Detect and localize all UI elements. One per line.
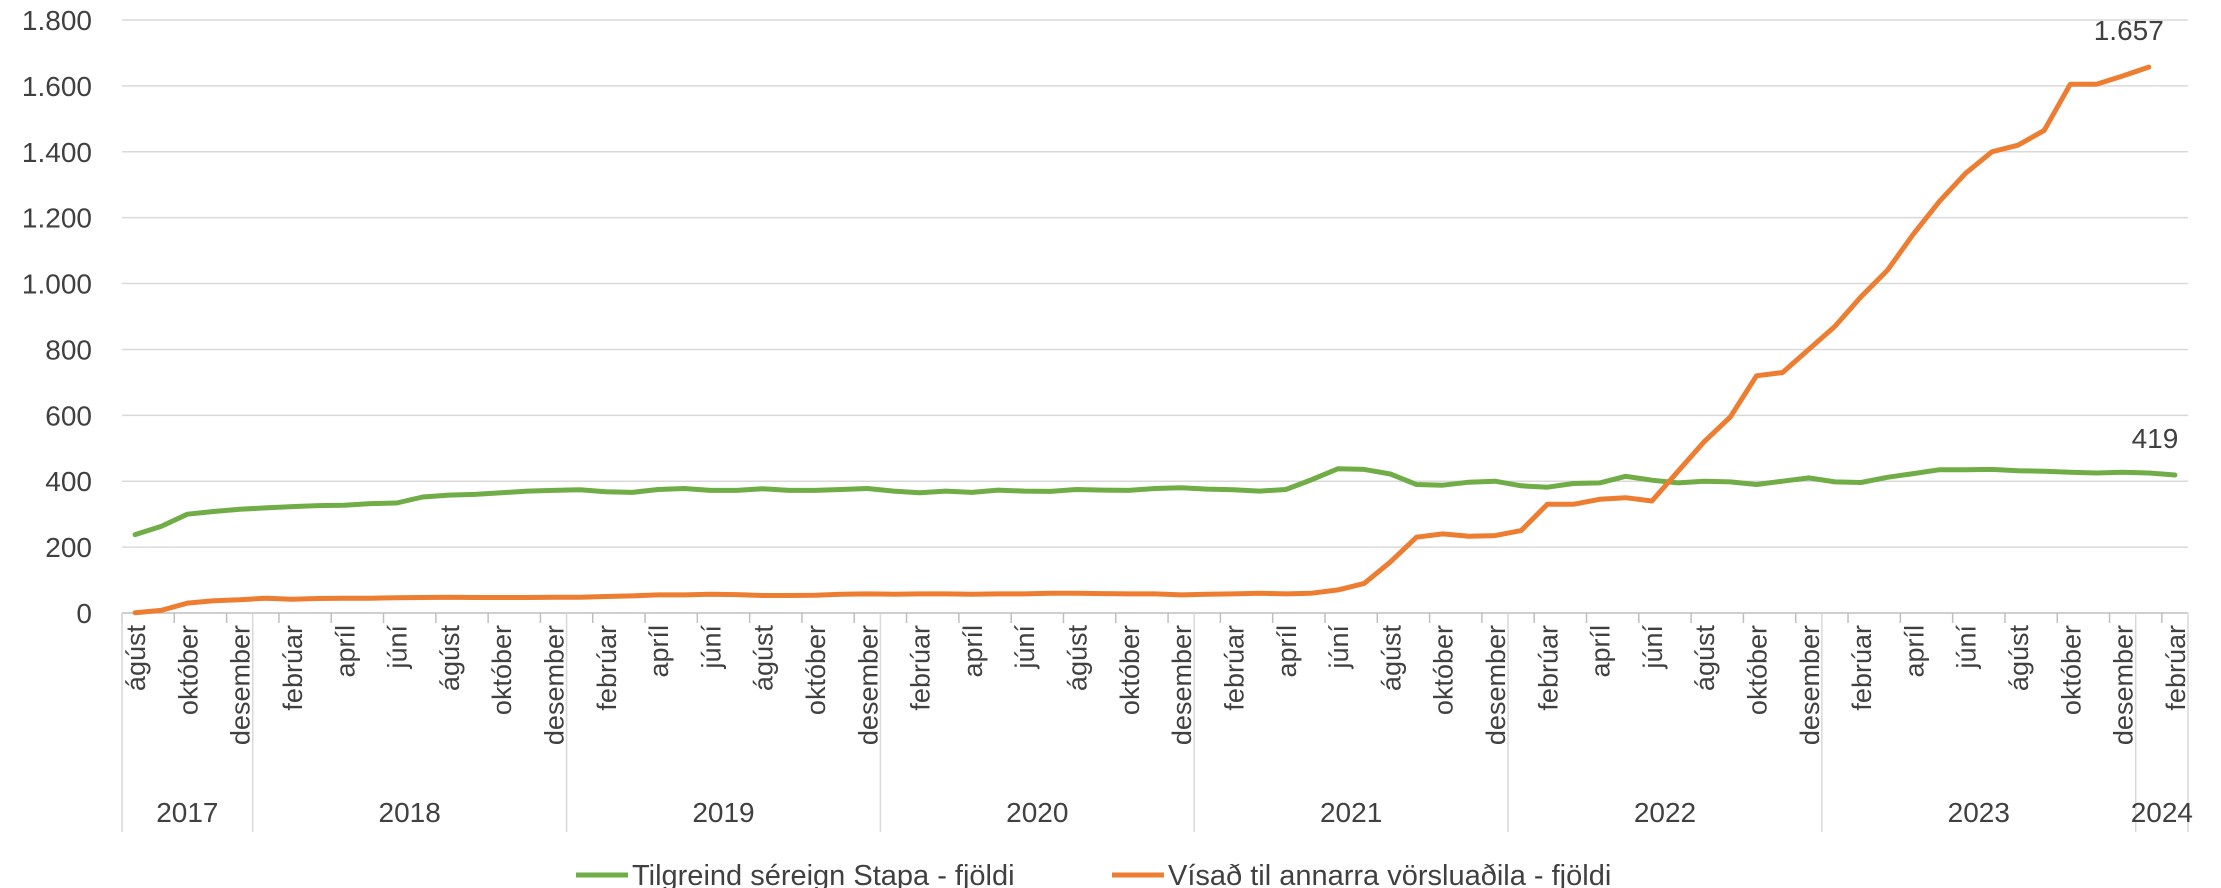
x-tick-label: ágúst xyxy=(1376,625,1406,692)
x-tick-label: desember xyxy=(1795,625,1825,745)
y-tick-label: 1.200 xyxy=(22,203,92,234)
legend-label-green: Tilgreind séreign Stapa - fjöldi xyxy=(632,860,1015,888)
x-tick-label: desember xyxy=(853,625,883,745)
x-tick-label: júní xyxy=(1952,625,1982,670)
x-tick-label: október xyxy=(173,625,203,715)
x-year-label: 2023 xyxy=(1948,797,2010,828)
x-tick-label: febrúar xyxy=(2161,625,2191,711)
y-tick-label: 200 xyxy=(45,532,92,563)
y-tick-label: 1.800 xyxy=(22,5,92,36)
x-tick-label: júní xyxy=(1324,625,1354,670)
x-tick-label: apríl xyxy=(958,625,988,678)
x-year-label: 2020 xyxy=(1006,797,1068,828)
x-tick-label: júní xyxy=(1638,625,1668,670)
x-tick-label: júní xyxy=(696,625,726,670)
y-tick-label: 1.400 xyxy=(22,137,92,168)
y-tick-label: 600 xyxy=(45,400,92,431)
x-tick-label: febrúar xyxy=(1847,625,1877,711)
x-tick-label: febrúar xyxy=(278,625,308,711)
end-value-label: 419 xyxy=(2132,423,2179,454)
x-tick-label: febrúar xyxy=(906,625,936,711)
x-tick-label: október xyxy=(487,625,517,715)
x-tick-label: október xyxy=(801,625,831,715)
series-lines xyxy=(132,64,2178,616)
x-tick-label: apríl xyxy=(644,625,674,678)
x-tick-label: desember xyxy=(540,625,570,745)
x-tick-label: desember xyxy=(1167,625,1197,745)
x-year-label: 2024 xyxy=(2131,797,2193,828)
x-tick-label: febrúar xyxy=(1219,625,1249,711)
legend-label-orange: Vísað til annarra vörsluaðila - fjöldi xyxy=(1168,860,1611,888)
x-tick-label: júní xyxy=(1010,625,1040,670)
x-tick-label: ágúst xyxy=(1063,625,1093,692)
x-tick-label: október xyxy=(1742,625,1772,715)
y-tick-label: 400 xyxy=(45,466,92,497)
y-tick-label: 800 xyxy=(45,334,92,365)
x-tick-label: október xyxy=(1115,625,1145,715)
x-year-label: 2017 xyxy=(156,797,218,828)
gridlines xyxy=(122,19,2188,548)
x-tick-label: apríl xyxy=(1586,625,1616,678)
x-tick-label: desember xyxy=(2109,625,2139,745)
y-axis-ticks: 0 200 400 600 800 1.000 1.200 1.400 1.600 1.800 xyxy=(22,5,92,629)
x-tick-label: ágúst xyxy=(121,625,151,692)
end-labels: 419 1.657 xyxy=(2094,15,2179,454)
x-tick-label: apríl xyxy=(1899,625,1929,678)
x-tick-label: febrúar xyxy=(592,625,622,711)
x-year-label: 2022 xyxy=(1634,797,1696,828)
x-tick-label: desember xyxy=(226,625,256,745)
y-tick-label: 0 xyxy=(76,598,92,629)
x-year-label: 2018 xyxy=(379,797,441,828)
x-tick-label: apríl xyxy=(1272,625,1302,678)
y-tick-label: 1.600 xyxy=(22,71,92,102)
x-year-label: 2019 xyxy=(692,797,754,828)
x-tick-label: október xyxy=(2056,625,2086,715)
x-axis: ágúst október desember febrúar apríl júní ágús… xyxy=(121,612,2193,832)
legend: Tilgreind séreign Stapa - fjöldi Vísað t… xyxy=(576,860,1611,888)
x-tick-label: desember xyxy=(1481,625,1511,745)
x-tick-label: ágúst xyxy=(1690,625,1720,692)
y-tick-label: 1.000 xyxy=(22,269,92,300)
series-line-0 xyxy=(132,466,2178,538)
x-tick-label: febrúar xyxy=(1533,625,1563,711)
x-tick-label: júní xyxy=(383,625,413,670)
x-tick-label: ágúst xyxy=(435,625,465,692)
x-tick-label: ágúst xyxy=(2004,625,2034,692)
series-line-1 xyxy=(132,64,2152,616)
x-year-label: 2021 xyxy=(1320,797,1382,828)
x-tick-label: október xyxy=(1429,625,1459,715)
x-tick-label: apríl xyxy=(330,625,360,678)
x-tick-label: ágúst xyxy=(749,625,779,692)
end-value-label: 1.657 xyxy=(2094,15,2164,46)
